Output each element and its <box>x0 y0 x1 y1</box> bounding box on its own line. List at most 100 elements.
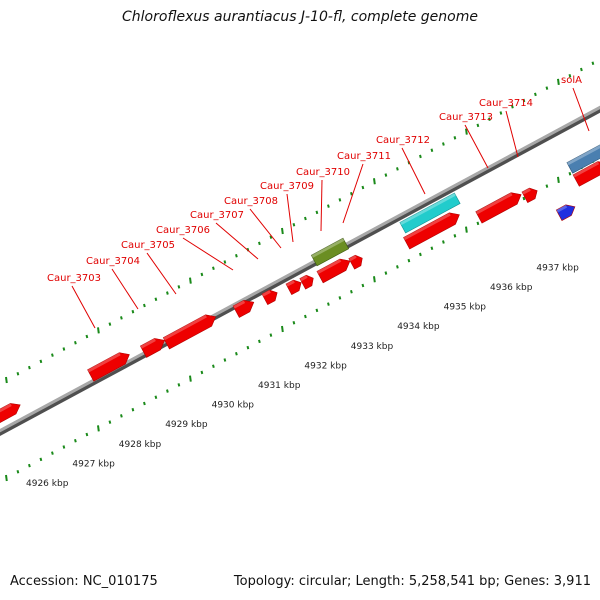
kbp-label: 4928 kbp <box>119 440 162 450</box>
kbp-label: 4930 kbp <box>212 401 255 411</box>
outer-major-tick <box>373 178 376 185</box>
gene-arrow-caur-3703[interactable] <box>87 349 133 382</box>
outer-minor-tick <box>396 167 399 171</box>
gene-label-g3712[interactable]: Caur_3712 <box>376 135 430 146</box>
outer-major-tick <box>5 376 8 384</box>
topology-text: Topology: circular; Length: 5,258,541 bp… <box>233 574 591 589</box>
feature-olive[interactable] <box>310 237 350 267</box>
connector-g3713 <box>464 124 489 169</box>
outer-minor-tick <box>419 154 422 159</box>
outer-major-tick <box>189 277 192 284</box>
outer-minor-tick <box>143 303 146 308</box>
gene-label-g3708[interactable]: Caur_3708 <box>224 196 278 207</box>
outer-minor-tick <box>442 142 445 146</box>
outer-minor-tick <box>384 173 388 177</box>
gene-label-g3714[interactable]: Caur_3714 <box>479 98 533 109</box>
connector-solA <box>572 87 590 132</box>
connector-g3714 <box>505 110 519 158</box>
scale-minor-tick <box>269 333 273 337</box>
outer-major-tick <box>465 128 468 135</box>
scale-minor-tick <box>568 171 572 176</box>
scale-minor-tick <box>108 420 112 424</box>
scale-major-tick <box>557 176 560 184</box>
gene-label-g3711[interactable]: Caur_3711 <box>337 151 391 162</box>
outer-minor-tick <box>476 123 480 128</box>
scale-minor-tick <box>200 370 204 375</box>
kbp-label: 4935 kbp <box>444 303 487 313</box>
gene-arrow-caur-3705[interactable] <box>162 311 218 350</box>
gene-arrow-caur-3711b[interactable] <box>348 253 365 270</box>
scale-minor-tick <box>246 345 250 350</box>
outer-minor-tick <box>361 185 365 190</box>
connector-g3709 <box>286 193 294 243</box>
map-title: Chloroflexus aurantiacus J-10-fl, comple… <box>122 9 478 25</box>
scale-minor-tick <box>28 463 31 468</box>
outer-major-tick <box>97 327 100 334</box>
gene-arrow-caur-3711[interactable] <box>316 255 353 284</box>
feature-cyan[interactable] <box>399 192 461 234</box>
outer-minor-tick <box>154 297 158 302</box>
label-layer: Caur_3703 Caur_3704 Caur_3705 Caur_3706 Caur… <box>26 75 590 489</box>
gene-label-g3707[interactable]: Caur_3707 <box>190 210 244 221</box>
gene-arrow-sola[interactable] <box>572 158 600 187</box>
scale-minor-tick <box>85 432 89 437</box>
gene-label-g3709[interactable]: Caur_3709 <box>260 181 314 192</box>
outer-minor-tick <box>568 73 572 78</box>
gene-arrow-caur-3713[interactable] <box>475 189 524 224</box>
gene-label-g3706[interactable]: Caur_3706 <box>156 225 210 236</box>
connector-g3710 <box>320 179 323 232</box>
scale-minor-tick <box>223 358 227 362</box>
scale-minor-tick <box>74 438 77 443</box>
outer-minor-tick <box>499 111 503 115</box>
outer-major-tick <box>557 78 560 86</box>
outer-minor-tick <box>235 254 238 258</box>
outer-minor-tick <box>315 210 319 215</box>
scale-minor-tick <box>430 246 434 250</box>
gene-arrow-caur-3709[interactable] <box>299 273 316 290</box>
scale-minor-tick <box>166 389 169 393</box>
outer-minor-tick <box>108 322 112 326</box>
scale-minor-tick <box>396 265 399 269</box>
gene-arrow-caur-3707[interactable] <box>261 287 280 306</box>
gene-arrow-caur-3712[interactable] <box>403 209 463 250</box>
outer-minor-tick <box>327 204 330 208</box>
gene-label-g3704[interactable]: Caur_3704 <box>86 256 140 267</box>
gene-arrow-caur-3706[interactable] <box>232 297 257 318</box>
outer-major-tick <box>281 227 284 235</box>
gene-label-g3705[interactable]: Caur_3705 <box>121 240 175 251</box>
scale-major-tick <box>465 226 468 233</box>
outer-minor-tick <box>545 86 549 90</box>
gene-arrow-partial[interactable] <box>0 400 23 425</box>
scale-major-tick <box>373 276 376 283</box>
scale-minor-tick <box>120 414 123 418</box>
outer-minor-tick <box>591 61 595 66</box>
outer-minor-tick <box>51 353 54 357</box>
outer-minor-tick <box>39 359 43 364</box>
kbp-label: 4933 kbp <box>351 342 394 352</box>
scale-minor-tick <box>143 401 146 406</box>
outer-minor-tick <box>430 148 434 152</box>
scale-minor-tick <box>315 308 319 313</box>
gene-arrow-caur-3714[interactable] <box>521 185 540 204</box>
connector-g3706 <box>182 237 234 271</box>
scale-minor-tick <box>327 302 330 306</box>
backbone-shadow <box>0 105 600 437</box>
gene-arrow-caur-3708[interactable] <box>285 277 304 296</box>
outer-minor-tick <box>350 191 353 196</box>
kbp-label: 4932 kbp <box>304 361 347 371</box>
scale-minor-tick <box>16 470 20 474</box>
outer-minor-tick <box>177 285 181 289</box>
feature-steel[interactable] <box>566 140 600 174</box>
gene-label-solA[interactable]: solA <box>561 75 582 86</box>
gene-arrow-caur-3704[interactable] <box>139 335 167 358</box>
scale-major-tick <box>5 474 8 482</box>
scale-major-tick <box>281 325 284 333</box>
gene-label-g3713[interactable]: Caur_3713 <box>439 112 493 123</box>
gene-label-g3710[interactable]: Caur_3710 <box>296 167 350 178</box>
scale-minor-tick <box>235 352 238 356</box>
scale-minor-tick <box>522 196 526 201</box>
scale-minor-tick <box>258 339 261 344</box>
feature-blue-arrow[interactable] <box>555 201 578 221</box>
outer-minor-tick <box>200 272 204 277</box>
gene-label-g3703[interactable]: Caur_3703 <box>47 273 101 284</box>
